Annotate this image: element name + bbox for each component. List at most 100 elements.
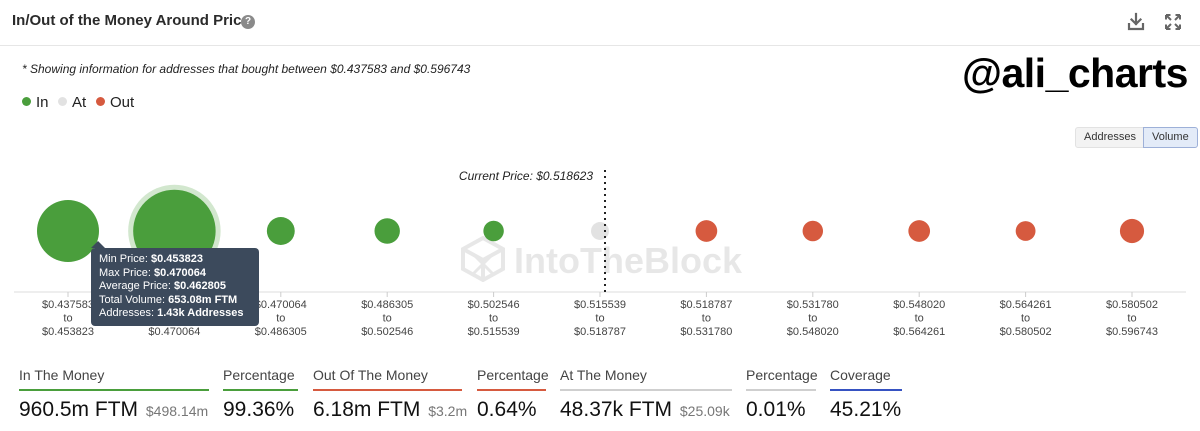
stat-value-usd: $498.14m xyxy=(145,403,209,419)
x-tick-label-from: $0.437583 xyxy=(42,299,94,311)
x-tick-label-to: to xyxy=(276,313,285,325)
bubble-chart: $0.437583to$0.453823$0.453823to$0.470064… xyxy=(14,169,1186,338)
x-tick-label-upper: $0.596743 xyxy=(1106,326,1158,338)
legend-in-label: In xyxy=(36,94,49,111)
x-tick-label-from: $0.531780 xyxy=(787,299,839,311)
legend-out-dot xyxy=(96,97,105,106)
legend-at-dot xyxy=(58,97,67,106)
stat-label: In The Money xyxy=(19,367,105,383)
intotheblock-wordmark: IntoTheBlock xyxy=(514,240,743,281)
bubble-in[interactable] xyxy=(483,220,504,242)
stat-label: At The Money xyxy=(560,367,647,383)
x-tick-label-from: $0.518787 xyxy=(680,299,732,311)
tooltip-volume-value: 653.08m FTM xyxy=(168,293,238,306)
bin-tooltip: Min Price: $0.453823 Max Price: $0.47006… xyxy=(91,248,259,326)
widget-title: In/Out of the Money Around Price xyxy=(12,12,250,29)
stat-underline xyxy=(19,389,209,391)
tooltip-avg-value: $0.462805 xyxy=(174,280,227,293)
x-tick-label-to: to xyxy=(489,313,498,325)
tooltip-avg-row: Average Price: $0.462805 xyxy=(99,280,251,294)
stat-value: 45.21% xyxy=(830,398,902,422)
toggle-volume[interactable]: Volume xyxy=(1143,127,1198,148)
x-tick-label-upper: $0.486305 xyxy=(255,326,307,338)
stat-out-percentage: Percentage 0.64% xyxy=(477,362,549,422)
bubble-at[interactable] xyxy=(591,222,609,240)
stat-underline xyxy=(746,389,816,391)
x-tick-label-to: to xyxy=(1021,313,1030,325)
x-tick-label-from: $0.502546 xyxy=(468,299,520,311)
stat-at-percentage: Percentage 0.01% xyxy=(746,362,818,422)
x-tick-label-to: to xyxy=(383,313,392,325)
range-note: * Showing information for addresses that… xyxy=(22,62,471,76)
help-icon[interactable]: ? xyxy=(241,15,255,29)
bubble-in[interactable] xyxy=(266,217,295,245)
stat-label: Out Of The Money xyxy=(313,367,428,383)
bubble-out[interactable] xyxy=(1119,218,1145,244)
tooltip-addresses-label: Addresses: xyxy=(99,307,155,320)
x-tick-label-from: $0.515539 xyxy=(574,299,626,311)
x-tick-label-from: $0.564261 xyxy=(1000,299,1052,311)
expand-icon[interactable] xyxy=(1163,12,1183,32)
tooltip-arrow xyxy=(91,241,105,248)
bubble-out[interactable] xyxy=(1015,221,1036,241)
tooltip-min-label: Min Price: xyxy=(99,253,148,265)
stat-value-main: 0.01% xyxy=(746,398,806,421)
stat-label: Percentage xyxy=(746,367,818,383)
summary-stats: In The Money 960.5m FTM $498.14m Percent… xyxy=(0,362,1200,422)
stat-value-main: 6.18m FTM xyxy=(313,398,421,421)
x-tick-label-upper: $0.518787 xyxy=(574,326,626,338)
stat-label: Percentage xyxy=(223,367,295,383)
tooltip-volume-label: Total Volume: xyxy=(99,293,166,306)
x-tick-label-to: to xyxy=(1127,313,1136,325)
x-tick-label-to: to xyxy=(702,313,711,325)
stat-value-main: 99.36% xyxy=(223,398,295,421)
download-icon[interactable] xyxy=(1126,12,1146,32)
stat-value-main: 48.37k FTM xyxy=(560,398,673,421)
legend-item-at[interactable]: At xyxy=(58,94,86,111)
x-tick-label-to: to xyxy=(63,313,72,325)
stat-value-main: 960.5m FTM xyxy=(19,398,139,421)
legend-item-in[interactable]: In xyxy=(22,94,49,111)
bubble-out[interactable] xyxy=(695,220,718,242)
widget-header: In/Out of the Money Around Price ? xyxy=(0,0,1200,46)
legend-out-label: Out xyxy=(110,94,135,111)
tooltip-min-value: $0.453823 xyxy=(150,253,203,265)
bubble-out[interactable] xyxy=(908,220,931,242)
stat-value-main: 45.21% xyxy=(830,398,902,421)
legend-at-label: At xyxy=(72,94,87,111)
tooltip-max-value: $0.470064 xyxy=(154,266,207,279)
legend-in-dot xyxy=(22,97,31,106)
tooltip-volume-row: Total Volume: 653.08m FTM xyxy=(99,294,251,308)
stat-value: 0.64% xyxy=(477,398,546,422)
stat-label: Coverage xyxy=(830,367,891,383)
stat-value-main: 0.64% xyxy=(477,398,537,421)
bubble-out[interactable] xyxy=(802,220,824,242)
x-tick-label-upper: $0.470064 xyxy=(148,326,200,338)
stat-underline xyxy=(313,389,462,391)
stat-value: 960.5m FTM $498.14m xyxy=(19,398,209,422)
tooltip-max-label: Max Price: xyxy=(99,266,151,279)
legend-item-out[interactable]: Out xyxy=(96,94,134,111)
bubble-in[interactable] xyxy=(37,200,99,262)
stat-underline xyxy=(477,389,546,391)
intotheblock-watermark: IntoTheBlock xyxy=(460,235,742,283)
x-tick-label-to: to xyxy=(595,313,604,325)
stat-underline xyxy=(830,389,902,391)
stat-value-usd: $3.2m xyxy=(428,403,468,419)
stat-in-percentage: Percentage 99.36% xyxy=(223,362,298,422)
stat-value-usd: $25.09k xyxy=(679,403,730,419)
x-tick-label-to: to xyxy=(915,313,924,325)
x-tick-label-from: $0.548020 xyxy=(893,299,945,311)
bubble-in[interactable] xyxy=(374,218,400,244)
stat-coverage: Coverage 45.21% xyxy=(830,362,902,422)
author-watermark: @ali_charts xyxy=(962,50,1188,96)
stat-value: 0.01% xyxy=(746,398,816,422)
stat-underline xyxy=(560,389,732,391)
stat-value: 48.37k FTM $25.09k xyxy=(560,398,732,422)
x-tick-label-upper: $0.502546 xyxy=(361,326,413,338)
toggle-addresses[interactable]: Addresses xyxy=(1075,127,1145,148)
current-price-label: Current Price: $0.518623 xyxy=(459,169,593,183)
x-tick-label-from: $0.580502 xyxy=(1106,299,1158,311)
tooltip-addresses-row: Addresses: 1.43k Addresses xyxy=(99,307,251,321)
stat-in-the-money: In The Money 960.5m FTM $498.14m xyxy=(19,362,209,422)
